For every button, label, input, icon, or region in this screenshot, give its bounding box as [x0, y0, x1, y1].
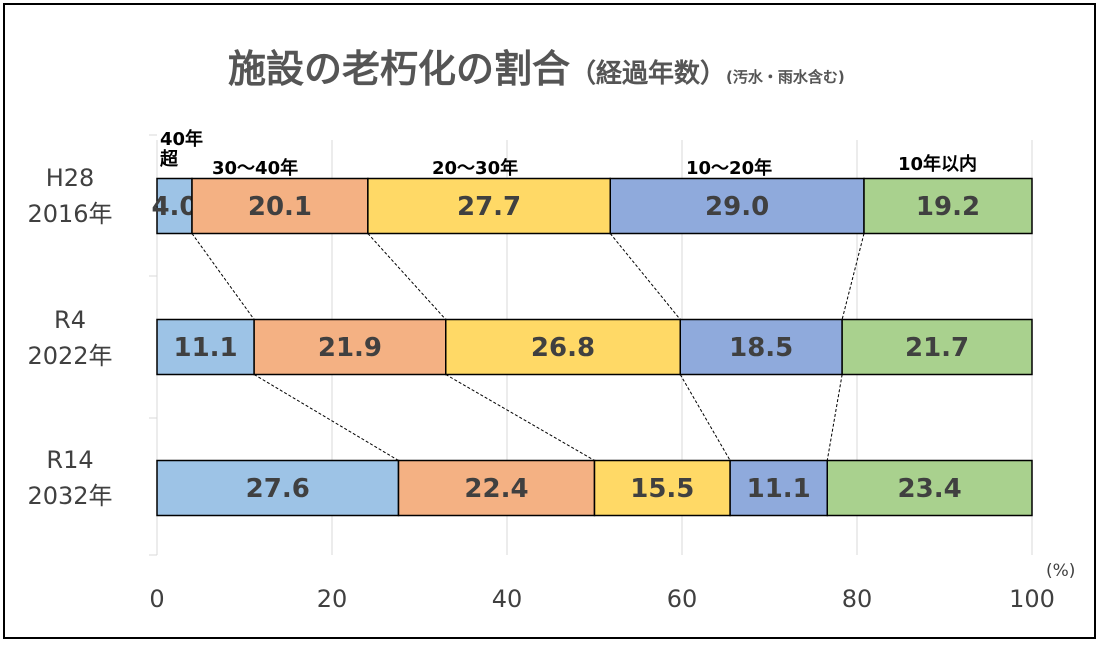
category-label-within10: 10年以内: [898, 154, 978, 175]
bar-segment-0-4: [863, 177, 1033, 235]
year-label-h28: H28 2016年: [10, 160, 130, 232]
title-sub2: (汚水・雨水含む): [726, 68, 845, 86]
category-label-30-40: 30～40年: [212, 158, 299, 179]
year-label-r14: R14 2032年: [10, 442, 130, 514]
x-tick-label-40: 40: [491, 585, 523, 613]
x-tick-label-0: 0: [149, 585, 165, 613]
title-main: 施設の老朽化の割合: [228, 47, 571, 91]
data-label-1-0: 11.1: [173, 333, 237, 363]
connector-line-0-2: [367, 233, 447, 320]
data-label-1-4: 21.7: [905, 333, 969, 363]
bar-segment-2-4: [826, 459, 1033, 517]
chart-title: 施設の老朽化の割合（経過年数）(汚水・雨水含む): [228, 38, 845, 93]
x-tick-label-60: 60: [666, 585, 698, 613]
data-label-1-1: 21.9: [318, 333, 382, 363]
data-label-2-3: 11.1: [747, 474, 811, 504]
data-label-2-4: 23.4: [898, 474, 962, 504]
data-label-0-2: 27.7: [457, 192, 521, 222]
connector-line-1-3: [679, 374, 731, 461]
chart-frame: [3, 3, 1096, 639]
data-label-2-1: 22.4: [464, 474, 528, 504]
data-label-0-4: 19.2: [916, 192, 980, 222]
connector-line-1-2: [445, 374, 595, 461]
bar-segment-1-1: [253, 318, 447, 376]
year-label-r14-year: 2032年: [27, 482, 113, 510]
category-label-over40: 40年 超: [160, 130, 203, 170]
connector-line-1-1: [253, 374, 399, 461]
connector-line-1-4: [826, 374, 843, 461]
bar-segment-2-0: [156, 459, 400, 517]
data-label-1-3: 18.5: [729, 333, 793, 363]
bar-segment-0-0: [156, 177, 193, 235]
bar-segment-0-3: [609, 177, 865, 235]
unit-label: (%): [1046, 561, 1076, 581]
title-sub1: （経過年数）: [570, 59, 727, 89]
data-label-2-2: 15.5: [630, 474, 694, 504]
x-tick-label-80: 80: [841, 585, 873, 613]
data-label-1-2: 26.8: [531, 333, 595, 363]
category-label-10-20: 10～20年: [686, 158, 773, 179]
bar-segment-1-3: [679, 318, 843, 376]
category-label-over40-line1: 40年: [160, 129, 204, 150]
year-label-r4-year: 2022年: [27, 342, 113, 370]
x-tick-label-100: 100: [1009, 585, 1055, 613]
bar-segment-2-3: [729, 459, 828, 517]
bar-segment-1-4: [841, 318, 1033, 376]
x-tick-label-20: 20: [316, 585, 348, 613]
year-label-r4: R4 2022年: [10, 302, 130, 374]
year-label-r14-era: R14: [46, 446, 94, 474]
data-label-0-0: 4.0: [151, 192, 197, 222]
data-label-0-3: 29.0: [705, 192, 769, 222]
connector-line-0-4: [841, 233, 865, 320]
connector-line-0-3: [609, 233, 681, 320]
year-label-r4-era: R4: [54, 306, 86, 334]
year-label-h28-year: 2016年: [27, 200, 113, 228]
connector-line-0-1: [191, 233, 255, 320]
data-label-0-1: 20.1: [248, 192, 312, 222]
data-label-2-0: 27.6: [246, 474, 310, 504]
bar-segment-1-2: [445, 318, 681, 376]
category-label-over40-line2: 超: [160, 149, 178, 170]
bar-segment-0-1: [191, 177, 369, 235]
year-label-h28-era: H28: [45, 164, 95, 192]
bar-segment-1-0: [156, 318, 255, 376]
category-label-20-30: 20～30年: [432, 158, 519, 179]
bar-segment-0-2: [367, 177, 611, 235]
